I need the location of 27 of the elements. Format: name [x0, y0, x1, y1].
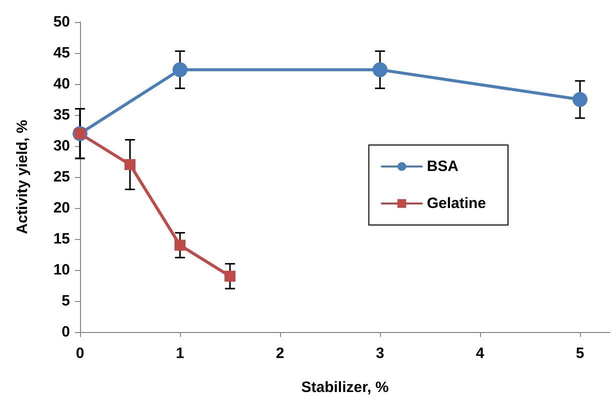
y-tick-label: 25 — [53, 168, 70, 186]
legend-label: Gelatine — [426, 195, 486, 212]
y-tick-label: 10 — [53, 262, 70, 278]
point — [572, 92, 588, 107]
point — [174, 240, 186, 251]
y-tick-label: 45 — [53, 44, 70, 62]
x-axis-title: Stabilizer, % — [301, 379, 389, 396]
point — [372, 62, 388, 78]
y-tick-label: 50 — [53, 14, 70, 30]
legend-label: BSA — [426, 158, 459, 175]
x-tick-label: 3 — [376, 345, 384, 362]
y-tick-label: 30 — [53, 138, 70, 154]
y-tick-label: 40 — [53, 76, 70, 92]
x-tick-label: 5 — [576, 345, 584, 362]
point — [172, 62, 188, 78]
x-tick-label: 4 — [476, 345, 485, 362]
y-tick-label: 15 — [53, 230, 70, 248]
x-tick-label: 0 — [76, 345, 84, 362]
y-tick-label: 5 — [62, 292, 70, 310]
x-tick-label: 1 — [176, 345, 184, 362]
y-axis-title: Activity yield, % — [14, 120, 31, 234]
y-tick-label: 20 — [53, 200, 70, 216]
y-tick-label: 0 — [62, 324, 70, 340]
point — [124, 159, 136, 170]
y-tick-label: 35 — [53, 106, 70, 124]
x-tick-label: 2 — [276, 345, 284, 362]
point — [224, 270, 236, 282]
